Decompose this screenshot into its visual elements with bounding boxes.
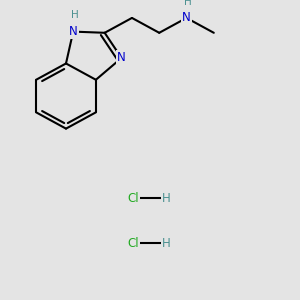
Text: N: N [117,52,126,64]
Text: H: H [184,0,192,7]
Text: H: H [71,10,79,20]
Text: Cl: Cl [128,237,139,250]
Text: H: H [162,237,171,250]
Text: N: N [182,11,191,24]
Text: H: H [162,191,171,205]
Text: N: N [69,25,77,38]
Text: Cl: Cl [128,191,139,205]
